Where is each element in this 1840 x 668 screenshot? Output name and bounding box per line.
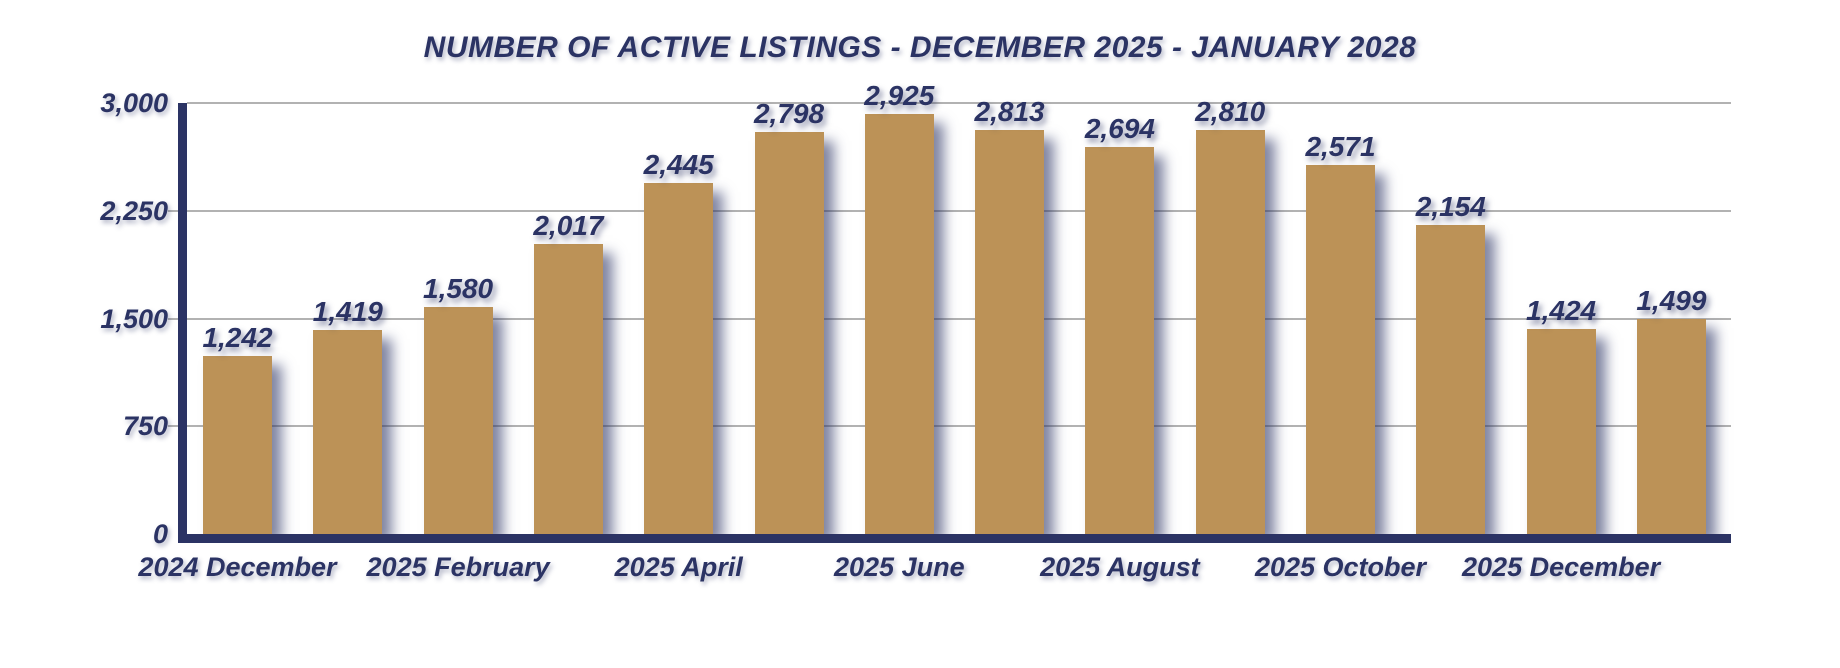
x-axis-tick-label: 2025 December [1462, 552, 1661, 582]
x-axis-tick-label: 2025 August [1040, 552, 1200, 582]
bar [1306, 164, 1375, 534]
bar-value-label: 2,798 [753, 98, 825, 130]
bar-value-label: 1,424 [1526, 295, 1597, 327]
bar-value-label: 2,445 [643, 148, 714, 180]
gridline [168, 209, 1731, 212]
bar [1416, 224, 1486, 534]
y-axis-tick-label: 750 [122, 411, 168, 442]
bar [313, 330, 383, 534]
bar [864, 113, 934, 534]
bar-value-label: 2,154 [1415, 190, 1486, 222]
bar-value-label: 1,499 [1636, 284, 1707, 316]
y-axis-tick-label: 2,250 [100, 195, 168, 226]
bar [1526, 329, 1596, 534]
y-axis-line [178, 103, 187, 543]
bar-value-label: 1,242 [202, 321, 273, 353]
chart-title: NUMBER OF ACTIVE LISTINGS - DECEMBER 202… [423, 31, 1417, 64]
bar [423, 307, 493, 534]
x-axis-tick-label: 2025 October [1254, 552, 1427, 582]
bar [754, 132, 824, 534]
x-axis-tick-label: 2025 April [614, 552, 743, 582]
bar-value-label: 1,580 [423, 273, 494, 304]
gridline [168, 317, 1731, 320]
bar [644, 182, 714, 534]
bar [533, 244, 603, 534]
bar-value-label: 2,925 [864, 79, 935, 111]
x-axis-tick-label: 2024 December [138, 552, 337, 582]
bar-value-label: 2,810 [1195, 96, 1266, 128]
bar-value-label: 2,017 [533, 210, 604, 242]
y-axis-tick-label: 0 [152, 519, 168, 549]
bar [1195, 130, 1265, 534]
y-axis-tick-label: 3,000 [100, 88, 168, 118]
gridline [187, 102, 1731, 104]
x-axis-tick-label: 2025 February [366, 552, 550, 582]
bar [975, 129, 1045, 534]
bar-value-label: 2,694 [1084, 112, 1155, 144]
gridline [168, 425, 1731, 428]
x-axis-line [178, 534, 1731, 543]
bar [1636, 318, 1706, 534]
y-axis-tick-label: 1,500 [100, 303, 168, 334]
x-axis-tick-label: 2025 June [834, 552, 965, 582]
bar-value-label: 2,571 [1305, 130, 1376, 162]
bar-value-label: 2,813 [974, 95, 1045, 127]
bar-value-label: 1,419 [312, 296, 383, 328]
bar [1085, 146, 1155, 534]
bar [203, 355, 272, 534]
